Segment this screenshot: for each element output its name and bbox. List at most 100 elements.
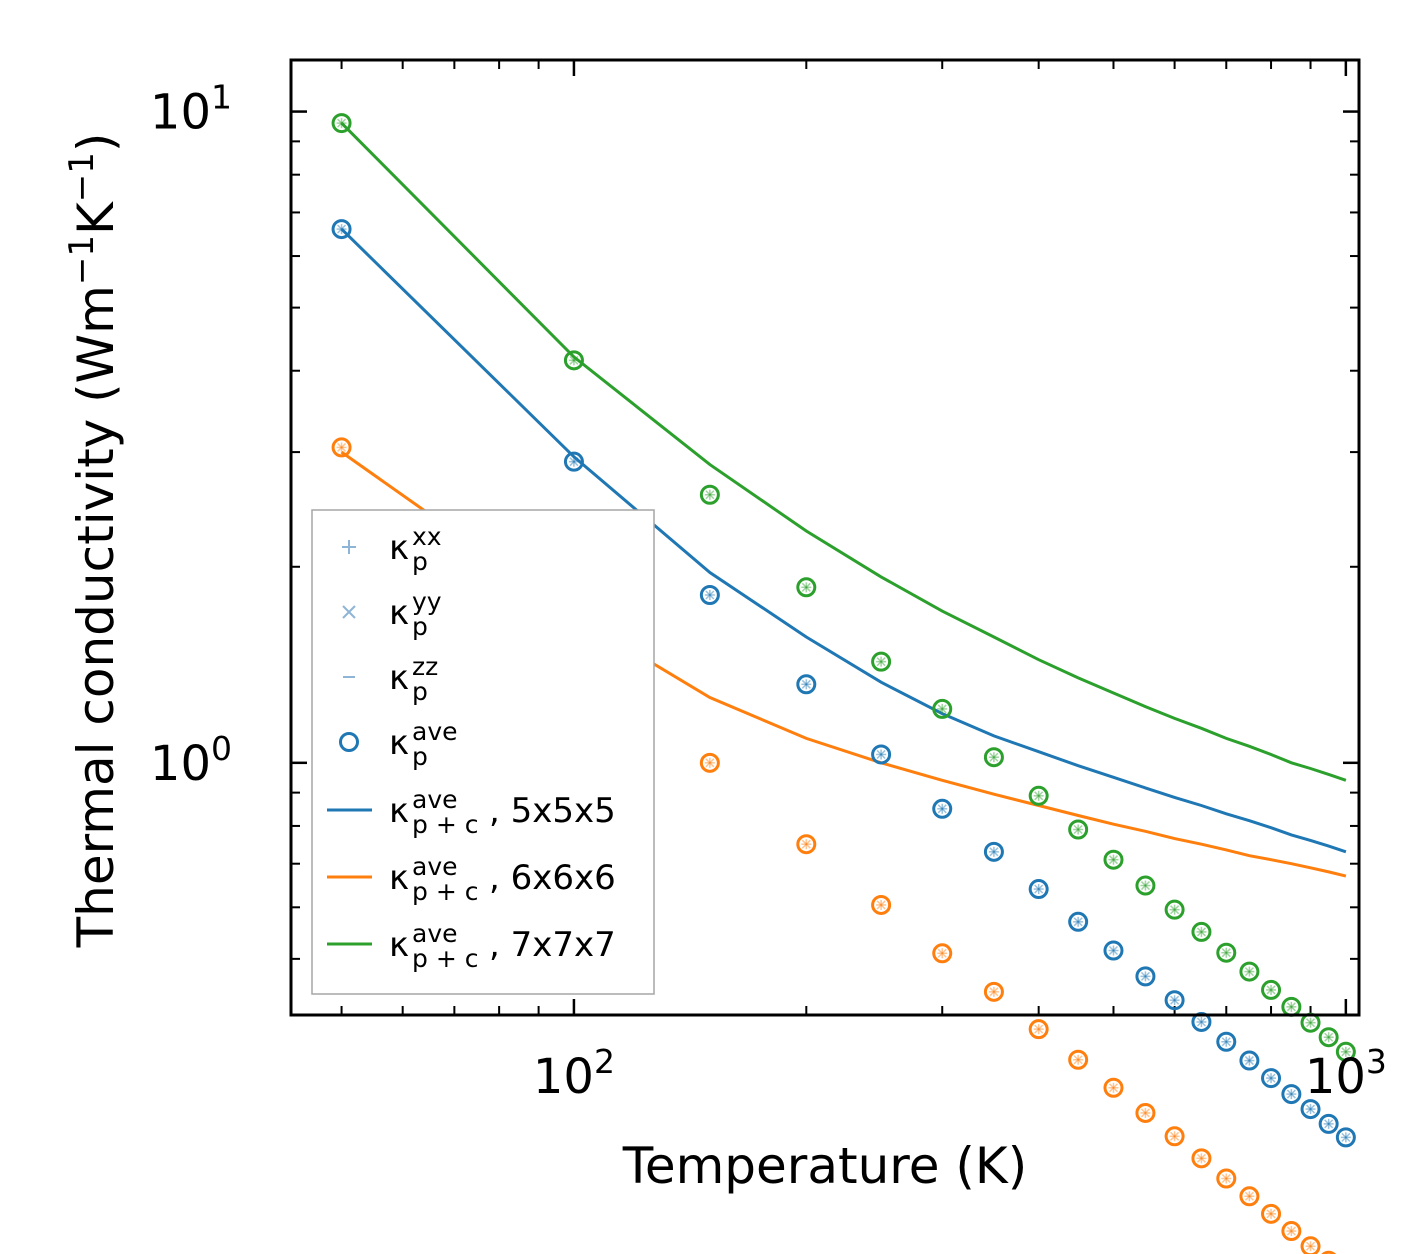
kave-marker [1028,879,1049,900]
kyy-marker [1196,1017,1206,1027]
kyy-marker [1286,1002,1296,1012]
kave-marker [1261,1068,1282,1089]
kave-marker [331,219,352,240]
kyy-marker [937,704,947,714]
kyy-marker [1196,1153,1206,1163]
tick-labels: 102 103 100 101 [150,78,1387,1105]
kyy-marker [1170,905,1180,915]
kyy-marker [1034,1024,1044,1034]
data-point-5x5x5 [1261,1068,1282,1089]
data-point-7x7x7 [1028,785,1049,806]
kyy-marker [876,900,886,910]
kyy-marker [1341,1047,1351,1057]
kyy-marker [1196,927,1206,937]
legend-label-sup: yy [412,587,442,616]
kyy-marker [1221,1173,1231,1184]
kyy-marker [937,948,947,958]
kyy-marker [1196,927,1206,937]
kyy-marker [1034,791,1044,801]
data-point-5x5x5 [1216,1031,1237,1052]
kyy-marker [1221,1037,1231,1047]
data-point-5x5x5 [331,219,352,240]
y-tick-label: 101 [150,78,232,141]
kyy-marker [1266,1209,1276,1219]
kave-marker [1135,966,1156,987]
kave-marker [1335,1041,1356,1062]
kyy-marker [1306,1018,1316,1028]
kyy-marker [1170,1131,1180,1141]
kyy-marker [1140,971,1150,981]
data-point-6x6x6 [1068,1049,1089,1070]
kyy-marker [705,590,715,600]
y-axis-label-main: Thermal conductivity (Wm [67,285,125,948]
kyy-marker [1108,1083,1119,1093]
kyy-marker [569,355,579,365]
kave-marker [1164,990,1185,1011]
circle-marker-icon [339,732,359,752]
kyy-marker [1244,967,1254,977]
kave-marker [1300,1236,1321,1254]
kyy-marker [1244,1056,1254,1066]
data-point-5x5x5 [1164,990,1185,1011]
data-point-5x5x5 [1028,879,1049,900]
kyy-marker [1034,1024,1044,1034]
data-point-7x7x7 [699,484,720,505]
kave-marker [1103,1077,1124,1098]
series-lines [340,122,1347,878]
kyy-marker [989,752,999,762]
data-point-5x5x5 [1103,940,1124,961]
data-point-7x7x7 [1191,921,1212,942]
data-point-6x6x6 [331,437,352,458]
kave-marker [1135,875,1156,896]
kyy-marker [989,847,999,857]
kyy-marker [801,679,811,689]
kyy-marker [937,804,947,814]
legend-label-sub: p [412,677,428,706]
kyy-marker [989,987,999,997]
legend-label-suffix: , 6x6x6 [489,858,616,898]
kave-marker [1335,1127,1356,1148]
y-axis-label: Thermal conductivity (Wm−1K−1) [62,133,125,949]
kave-marker [331,113,352,134]
kave-marker [796,834,817,855]
data-point-6x6x6 [983,981,1004,1002]
kyy-marker [1266,1073,1276,1083]
kyy-marker [989,987,999,997]
legend-label-sub: p + c [412,877,478,906]
kyy-marker [1306,1241,1316,1251]
line-series-6x6x6 [340,450,1347,878]
kave-marker [932,943,953,964]
kyy-marker [1140,971,1150,981]
legend-label-sup: ave [412,717,458,746]
data-point-7x7x7 [1216,942,1237,963]
legend-label-sup: zz [412,652,438,681]
kyy-marker [569,355,579,365]
data-point-5x5x5 [1191,1011,1212,1032]
kave-marker [1164,899,1185,920]
kave-marker [796,577,817,598]
legend-label-sup: ave [412,785,458,814]
kyy-marker [1140,881,1150,891]
y-axis-label-end: ) [67,133,125,153]
kyy-marker [1324,1119,1334,1129]
kave-marker [1135,1102,1156,1123]
data-point-6x6x6 [1103,1077,1124,1098]
legend-label: κ [389,858,409,898]
legend-label-sup: ave [412,852,458,881]
kave-marker [331,437,352,458]
kyy-marker [801,679,811,689]
kyy-marker [1221,948,1231,958]
kyy-marker [937,704,947,714]
kyy-marker [1108,855,1119,865]
legend-label-sub: p [412,742,428,771]
legend-label: κ [389,925,409,965]
kyy-marker [337,118,347,128]
kyy-marker [1341,1132,1351,1142]
kyy-marker [1244,967,1254,977]
legend-label-sub: p + c [412,810,478,839]
kyy-marker [1306,1018,1316,1028]
